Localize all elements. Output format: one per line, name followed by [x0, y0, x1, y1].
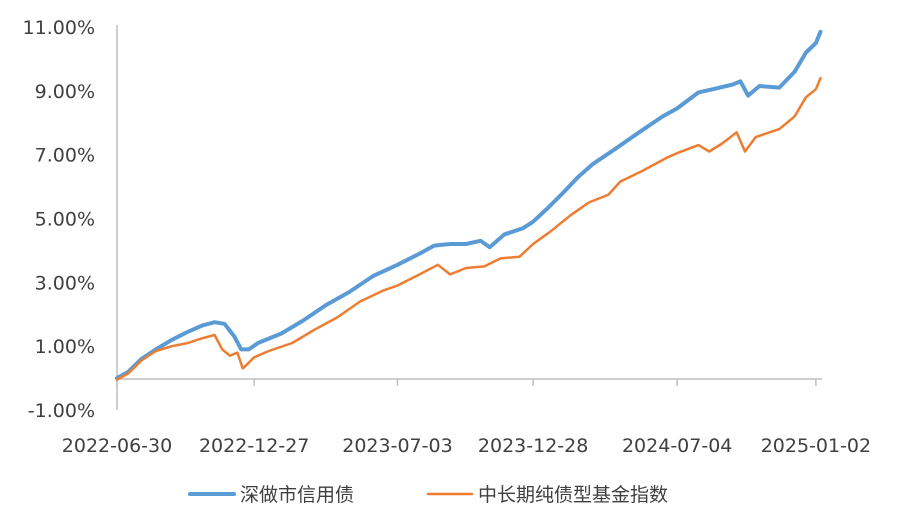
y-tick-label: 9.00% [35, 81, 95, 103]
y-tick-label: 1.00% [35, 336, 95, 358]
x-tick-label: 2023-07-03 [342, 435, 452, 457]
x-tick-label: 2024-07-04 [622, 435, 732, 457]
y-axis-ticks: 11.00% 9.00% 7.00% 5.00% 3.00% 1.00% -1.00% [23, 17, 95, 422]
x-tick-label: 2022-06-30 [62, 435, 172, 457]
series-line-2 [115, 76, 822, 381]
x-tick-label: 2023-12-28 [478, 435, 588, 457]
y-tick-label: 3.00% [35, 272, 95, 294]
x-tick-label: 2025-01-02 [761, 435, 871, 457]
legend: 深做市信用债 中长期纯债型基金指数 [188, 484, 668, 506]
legend-label-2: 中长期纯债型基金指数 [478, 484, 668, 506]
x-tick-label: 2022-12-27 [199, 435, 309, 457]
y-tick-label: -1.00% [28, 400, 95, 422]
series-lines [115, 29, 823, 381]
x-axis-ticks: 2022-06-30 2022-12-27 2023-07-03 2023-12-28… [62, 379, 871, 457]
y-tick-label: 5.00% [35, 209, 95, 231]
legend-label-1: 深做市信用债 [240, 484, 354, 506]
series-line-1 [115, 29, 823, 381]
y-tick-label: 11.00% [23, 17, 95, 39]
y-tick-label: 7.00% [35, 145, 95, 167]
